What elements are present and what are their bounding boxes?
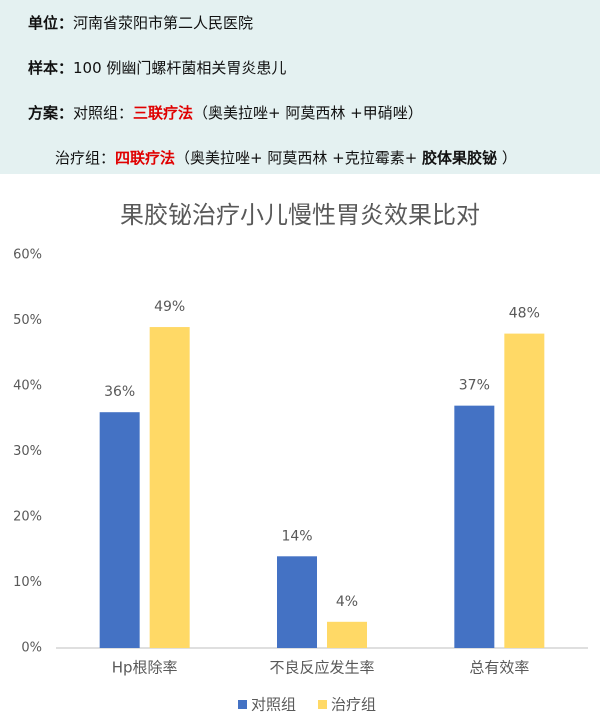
label: 单位： xyxy=(28,14,74,32)
y-tick-label: 40% xyxy=(13,379,42,394)
x-tick-label: Hp根除率 xyxy=(112,659,178,677)
info-line: 治疗组：四联疗法（奥美拉唑+ 阿莫西林 +克拉霉素+ 胶体果胶铋 ） xyxy=(55,147,517,168)
y-tick-label: 50% xyxy=(13,313,42,328)
legend-label: 治疗组 xyxy=(331,696,376,714)
info-panel: 单位：河南省荥阳市第二人民医院 样本：100 例幽门螺杆菌相关胃炎患儿 方案：对… xyxy=(0,0,600,174)
chart: 果胶铋治疗小儿慢性胃炎效果比对 0% 10% 20% 30% 40% 50% 60% Hp根除… xyxy=(13,201,588,714)
legend-label: 对照组 xyxy=(251,696,296,714)
label: 方案： xyxy=(28,104,74,122)
bar xyxy=(99,412,140,648)
bar xyxy=(149,327,190,648)
info-line: 样本：100 例幽门螺杆菌相关胃炎患儿 xyxy=(28,57,286,78)
bar xyxy=(277,556,317,648)
chart-title: 果胶铋治疗小儿慢性胃炎效果比对 xyxy=(120,201,480,229)
text: ） xyxy=(497,149,517,167)
value-label: 36% xyxy=(104,384,135,400)
x-tick-label: 不良反应发生率 xyxy=(269,659,374,677)
y-tick-label: 20% xyxy=(13,510,42,525)
y-tick-label: 10% xyxy=(13,575,42,590)
info-line: 单位：河南省荥阳市第二人民医院 xyxy=(28,12,253,33)
text: 治疗组： xyxy=(55,149,116,167)
text: （奥美拉唑+ 阿莫西林 +甲硝唑） xyxy=(193,104,423,122)
key-drug: 胶体果胶铋 xyxy=(422,149,498,167)
legend-swatch xyxy=(318,700,327,709)
bar xyxy=(454,405,495,648)
text: 河南省荥阳市第二人民医院 xyxy=(73,14,254,32)
y-tick-label: 60% xyxy=(13,248,42,263)
text: （奥美拉唑+ 阿莫西林 +克拉霉素+ xyxy=(175,149,423,167)
method: 三联疗法 xyxy=(133,104,194,122)
bar xyxy=(327,621,367,648)
label: 样本： xyxy=(28,59,74,77)
bar xyxy=(504,333,545,648)
y-tick-label: 30% xyxy=(13,444,42,459)
value-label: 48% xyxy=(509,306,540,322)
info-line: 方案：对照组：三联疗法（奥美拉唑+ 阿莫西林 +甲硝唑） xyxy=(28,102,423,123)
text: 100 例幽门螺杆菌相关胃炎患儿 xyxy=(73,59,287,77)
method: 四联疗法 xyxy=(115,149,176,167)
value-label: 37% xyxy=(459,378,490,394)
value-label: 4% xyxy=(336,594,358,610)
value-label: 49% xyxy=(154,299,185,315)
x-tick-label: 总有效率 xyxy=(469,659,529,677)
value-label: 14% xyxy=(281,528,312,544)
y-tick-label: 0% xyxy=(21,641,42,656)
legend-swatch xyxy=(238,700,247,709)
text: 对照组： xyxy=(73,104,134,122)
